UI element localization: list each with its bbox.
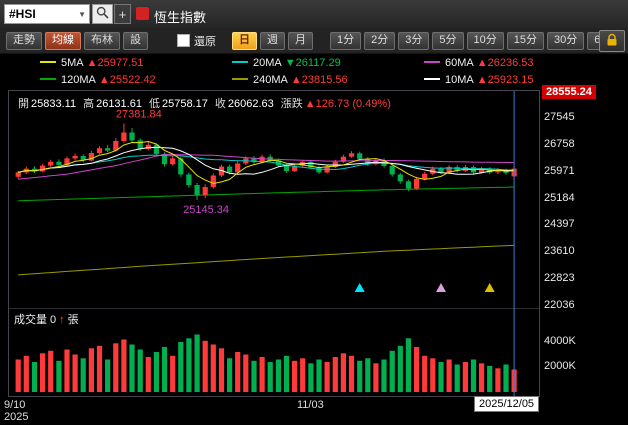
period-button-day[interactable]: 日 xyxy=(232,31,257,50)
ma-value: ▲26236.53 xyxy=(476,57,534,69)
chart-mode-button-bollinger[interactable]: 布林 xyxy=(84,31,120,50)
price-axis-tick: 22036 xyxy=(544,299,575,311)
chart-mode-buttons: 走勢 均線 布林設 xyxy=(6,31,151,50)
price-axis-tick: 24397 xyxy=(544,218,575,230)
symbol-input[interactable] xyxy=(5,7,76,21)
period-buttons: 日週月 xyxy=(232,31,316,50)
ma-label: 20MA xyxy=(253,57,282,69)
open-label: 開 xyxy=(18,98,29,110)
volume-up-arrow-icon: ↑ xyxy=(59,314,65,326)
price-axis-tick: 25184 xyxy=(544,192,575,204)
price-axis-tick: 23610 xyxy=(544,245,575,257)
legend-item-120ma: 120MA ▲25522.42 xyxy=(40,72,232,89)
chart-mode-button-moving-average[interactable]: 均線 xyxy=(45,31,81,50)
restore-checkbox[interactable] xyxy=(177,34,190,47)
volume-value: 0 xyxy=(50,314,57,326)
ma-value: ▲23815.56 xyxy=(290,74,348,86)
ma-line-swatch xyxy=(40,78,56,80)
candlestick-chart[interactable]: 27381.84 25145.34 xyxy=(8,90,541,398)
ma-label: 60MA xyxy=(445,57,474,69)
high-value: 26131.61 xyxy=(96,98,142,110)
x-axis-label-start: 9/10 xyxy=(4,399,26,411)
price-axis-tick: 26758 xyxy=(544,138,575,150)
ma-line-swatch xyxy=(424,78,440,80)
ma-line-swatch xyxy=(232,78,248,80)
price-axis-tick: 25971 xyxy=(544,165,575,177)
index-icon xyxy=(136,7,149,20)
interval-button-2m[interactable]: 2分 xyxy=(364,31,396,50)
interval-button-10m[interactable]: 10分 xyxy=(466,31,504,50)
interval-button-30m[interactable]: 30分 xyxy=(547,31,585,50)
ma-value: ▲25923.15 xyxy=(476,74,534,86)
interval-button-1m[interactable]: 1分 xyxy=(330,31,362,50)
volume-label: 成交量 xyxy=(14,314,47,326)
price-axis-tick: 27545 xyxy=(544,111,575,123)
period-button-month[interactable]: 月 xyxy=(288,31,313,50)
volume-axis-tick: 2000K xyxy=(544,360,576,372)
marker-signal-cyan xyxy=(354,283,365,292)
lock-icon xyxy=(605,33,619,50)
price-axis-tick: 22823 xyxy=(544,272,575,284)
volume-axis-tick: 4000K xyxy=(544,335,576,347)
search-icon xyxy=(96,6,109,22)
x-axis-label-year: 2025 xyxy=(4,411,29,423)
open-value: 25833.11 xyxy=(31,98,77,110)
add-symbol-button[interactable]: + xyxy=(114,4,131,24)
ma-line-swatch xyxy=(40,61,56,63)
interval-button-3m[interactable]: 3分 xyxy=(398,31,430,50)
chevron-down-icon[interactable]: ▼ xyxy=(78,9,86,19)
high-label: 高 xyxy=(83,98,95,110)
marker-signal-plum xyxy=(436,283,446,292)
chart-mode-button-settings[interactable]: 設 xyxy=(123,31,148,50)
ma-label: 120MA xyxy=(61,74,96,86)
legend-item-5ma: 5MA ▲25977.51 xyxy=(40,55,232,72)
ohlc-summary: 開 25833.11 高 26131.61 低 25758.17 收 26062.63 漲跌 ▲1… xyxy=(18,95,391,111)
legend-item-240ma: 240MA ▲23815.56 xyxy=(232,72,424,89)
legend-item-60ma: 60MA ▲26236.53 xyxy=(424,55,616,72)
ma-value: ▲25977.51 xyxy=(86,57,144,69)
marker-signal-yellow xyxy=(484,283,495,292)
chart-area: 27381.84 25145.34 開 25833.11 高 26131.61 低 2575… xyxy=(4,90,618,425)
legend-item-10ma: 10MA ▲25923.15 xyxy=(424,72,616,89)
ma-value: ▼26117.29 xyxy=(284,57,341,69)
ma-label: 5MA xyxy=(61,57,84,69)
symbol-input-group[interactable]: ▼ xyxy=(4,4,90,24)
low-label: 低 xyxy=(148,98,160,110)
price-axis: 28555.24 27545 26758 25971 25184 24397 23610 2… xyxy=(542,85,628,425)
change-label: 漲跌 xyxy=(280,98,303,110)
topbar: ▼ + 恆生指數 xyxy=(0,0,628,28)
ma-line-swatch xyxy=(232,61,248,63)
lock-button[interactable] xyxy=(599,30,625,52)
low-value: 25758.17 xyxy=(161,98,208,110)
close-value: 26062.63 xyxy=(227,98,274,110)
interval-button-15m[interactable]: 15分 xyxy=(506,31,544,50)
page-title: 恆生指數 xyxy=(154,10,207,25)
chart-mode-button-trend[interactable]: 走勢 xyxy=(6,31,42,50)
close-label: 收 xyxy=(214,98,226,110)
ma-label: 240MA xyxy=(253,74,288,86)
ma-legend: 5MA ▲25977.51 20MA ▼26117.29 60MA ▲26236.5312… xyxy=(0,55,628,89)
date-cursor-tooltip: 2025/12/05 xyxy=(474,396,540,412)
ma-label: 10MA xyxy=(445,74,474,86)
restore-option: 還原 xyxy=(177,33,216,49)
interval-button-5m[interactable]: 5分 xyxy=(432,31,464,50)
restore-label: 還原 xyxy=(194,35,216,48)
volume-row: 成交量 0 ↑ 張 xyxy=(14,311,82,327)
volume-unit: 張 xyxy=(67,314,79,326)
ma-value: ▲25522.42 xyxy=(98,74,156,86)
low-annotation: 25145.34 xyxy=(183,204,229,216)
change-value: ▲126.73 (0.49%) xyxy=(304,98,391,110)
search-button[interactable] xyxy=(92,4,113,24)
period-button-week[interactable]: 週 xyxy=(260,31,285,50)
legend-item-20ma: 20MA ▼26117.29 xyxy=(232,55,424,72)
high-annotation: 27381.84 xyxy=(116,109,162,121)
ma-line-swatch xyxy=(424,61,440,63)
interval-buttons: 1分2分3分5分10分15分30分60分 xyxy=(330,31,628,50)
price-badge: 28555.24 xyxy=(542,85,596,99)
x-axis-label-mid: 11/03 xyxy=(297,399,324,411)
